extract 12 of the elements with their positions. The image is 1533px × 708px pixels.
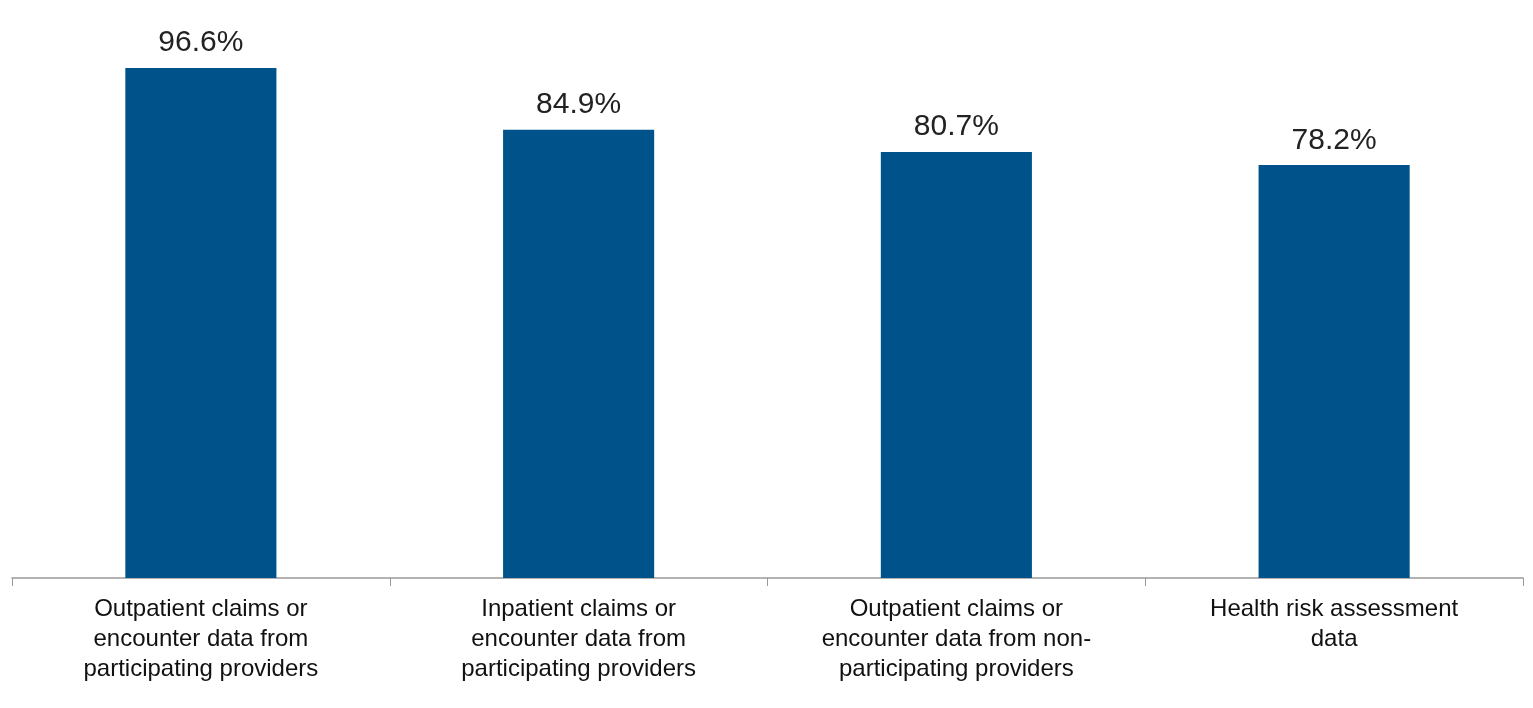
x-tick-label: Outpatient claims or encounter data from non- participating providers: [821, 593, 1092, 681]
x-tick-label: Inpatient claims or encounter data from participating providers: [461, 593, 697, 681]
bar: [125, 67, 277, 578]
x-tick-label: Health risk assessment data: [1210, 593, 1459, 651]
data-label: 96.6%: [158, 24, 244, 58]
bar: [880, 151, 1032, 578]
x-tick-label: Outpatient claims or encounter data from participating providers: [83, 593, 319, 681]
data-label: 78.2%: [1291, 121, 1377, 155]
data-label: 84.9%: [536, 86, 622, 120]
bar: [1258, 165, 1410, 578]
bar: [503, 129, 655, 578]
data-label: 80.7%: [913, 108, 999, 142]
